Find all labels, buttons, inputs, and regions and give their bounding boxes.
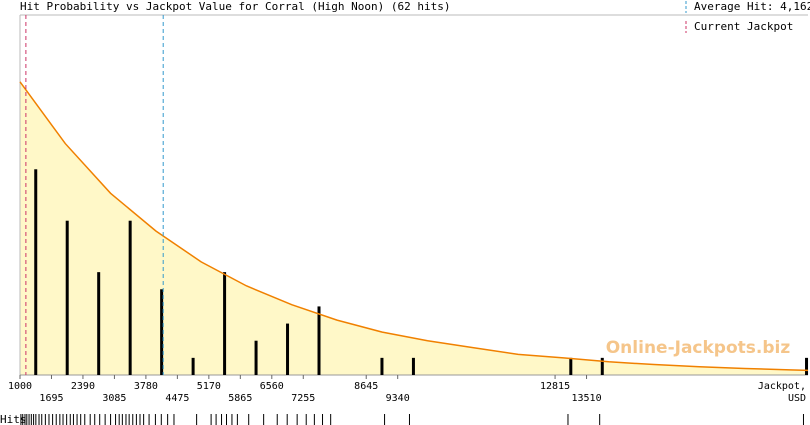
x-tick-label: 3780 xyxy=(134,381,158,392)
bar xyxy=(380,357,384,375)
bar xyxy=(254,340,258,375)
bar xyxy=(223,272,227,375)
x-axis-unit: USD xyxy=(788,393,806,404)
x-tick-label: 5170 xyxy=(197,381,221,392)
x-tick-label: 4475 xyxy=(165,393,189,404)
bar xyxy=(128,220,132,375)
hits-label: Hits xyxy=(0,413,27,425)
bar xyxy=(600,357,604,375)
x-tick-label: 12815 xyxy=(540,381,570,392)
x-tick-label: 9340 xyxy=(386,393,410,404)
x-tick-label: 1695 xyxy=(39,393,63,404)
bar xyxy=(805,357,809,375)
curve-line xyxy=(19,81,809,372)
bar xyxy=(286,323,290,375)
bar xyxy=(317,306,321,375)
x-tick-label: 2390 xyxy=(71,381,95,392)
bar xyxy=(160,289,164,375)
legend-average: Average Hit: 4,162 xyxy=(694,0,810,13)
curve-area xyxy=(20,81,808,375)
bar xyxy=(411,357,415,375)
x-tick-label: 13510 xyxy=(571,393,601,404)
x-tick-label: 7255 xyxy=(291,393,315,404)
chart-title: Hit Probability vs Jackpot Value for Cor… xyxy=(20,0,450,13)
x-tick-label: 5865 xyxy=(228,393,252,404)
x-tick-label: 3085 xyxy=(102,393,126,404)
watermark: Online-Jackpots.biz xyxy=(606,338,791,358)
x-axis-label: Jackpot, xyxy=(758,381,806,392)
bar xyxy=(569,357,573,375)
bar xyxy=(65,220,69,375)
bar xyxy=(97,272,101,375)
x-tick-label: 6560 xyxy=(260,381,284,392)
bar xyxy=(34,169,38,375)
bar xyxy=(191,357,195,375)
x-tick-label: 1000 xyxy=(8,381,32,392)
legend-current: Current Jackpot xyxy=(694,20,793,33)
x-tick-label: 8645 xyxy=(354,381,378,392)
